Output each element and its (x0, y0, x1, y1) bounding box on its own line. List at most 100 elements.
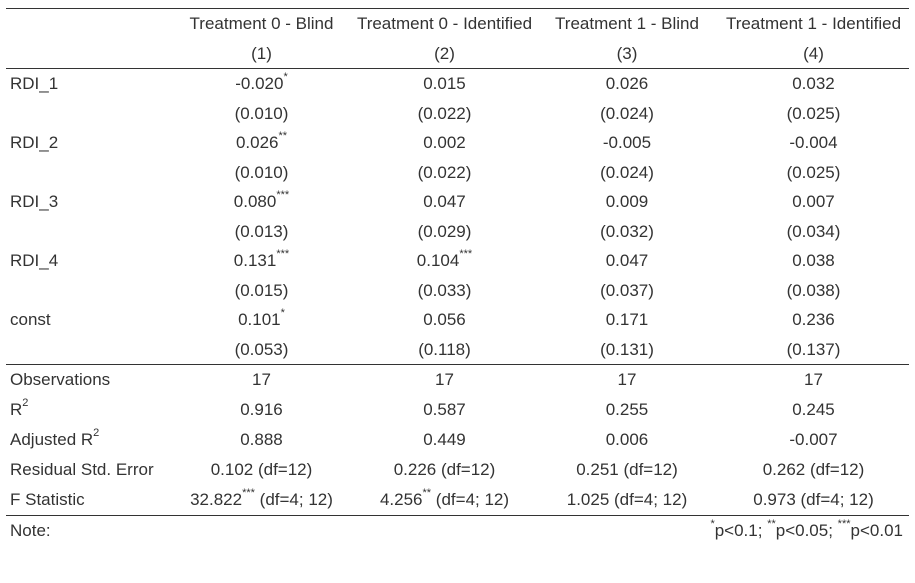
std-error: (0.034) (786, 221, 841, 241)
header-blank (6, 39, 170, 69)
stat-value: -0.007 (789, 429, 838, 449)
stat-value: 0.102 (df=12) (210, 459, 313, 479)
stat-value: 0.888 (240, 429, 283, 449)
stat-label: Residual Std. Error (10, 459, 154, 479)
stat-row-adjusted-r2: Adjusted R2 0.888 0.449 0.006 -0.007 (6, 425, 909, 455)
col-title-4: Treatment 1 - Identified (718, 8, 909, 39)
stat-label: Adjusted R2 (10, 426, 100, 449)
stat-row-observations: Observations 17 17 17 17 (6, 364, 909, 395)
std-error: (0.022) (417, 162, 472, 182)
significance-stars: * (283, 71, 288, 84)
coef-name: RDI_2 (10, 133, 59, 152)
coef-row: RDI_2 0.026** 0.002 -0.005 -0.004 (6, 128, 909, 158)
significance-stars: *** (459, 248, 473, 261)
coef-estimate: 0.026 (536, 68, 718, 99)
significance-stars: * (280, 307, 285, 320)
col-title-1: Treatment 0 - Blind (170, 8, 353, 39)
coef-estimate: 0.171 (605, 310, 649, 329)
std-error: (0.015) (234, 280, 289, 300)
coef-estimate: 0.007 (792, 192, 835, 211)
significance-stars: ** (278, 130, 288, 143)
coef-estimate: 0.002 (423, 133, 466, 152)
note-label: Note: (6, 514, 170, 545)
stat-value: 0.245 (792, 399, 835, 419)
coef-estimate: 0.032 (718, 68, 909, 99)
std-error: (0.024) (600, 103, 654, 123)
std-error: (0.013) (234, 221, 289, 241)
stat-value: 0.255 (605, 399, 649, 419)
significance-note: *p<0.1; **p<0.05; ***p<0.01 (170, 514, 909, 545)
stat-value: 17 (170, 364, 353, 395)
coef-estimate: 0.047 (605, 251, 649, 270)
std-error: (0.025) (786, 103, 841, 123)
coef-estimate: 0.080*** (233, 189, 290, 211)
coef-row: const 0.101* 0.056 0.171 0.236 (6, 305, 909, 335)
stat-label: F Statistic (10, 489, 85, 509)
se-row: (0.013) (0.029) (0.032) (0.034) (6, 217, 909, 247)
coef-estimate: 0.038 (792, 251, 835, 270)
stat-value: 0.916 (240, 399, 283, 419)
std-error: (0.131) (600, 339, 654, 359)
se-row: (0.010) (0.022) (0.024) (0.025) (6, 99, 909, 129)
stat-row-residual-std-error: Residual Std. Error 0.102 (df=12) 0.226 … (6, 455, 909, 485)
stat-value: 0.006 (605, 429, 649, 449)
coef-estimate: 0.047 (423, 192, 466, 211)
significance-stars: ** (422, 486, 432, 499)
note-row: Note: *p<0.1; **p<0.05; ***p<0.01 (6, 514, 909, 545)
stat-row-r2: R2 0.916 0.587 0.255 0.245 (6, 395, 909, 425)
col-number-4: (4) (803, 43, 824, 63)
std-error: (0.022) (417, 103, 472, 123)
coef-name: RDI_4 (10, 251, 59, 270)
col-number-1: (1) (251, 43, 272, 63)
stat-value: 17 (536, 364, 718, 395)
std-error: (0.010) (234, 162, 289, 182)
stat-value: 0.973 (df=4; 12) (753, 489, 874, 509)
stat-value: 4.256** (df=4; 12) (379, 486, 510, 509)
significance-stars: *** (276, 248, 290, 261)
coef-estimate: 0.104*** (416, 248, 473, 270)
stat-label: Observations (6, 364, 170, 395)
significance-stars: *** (242, 486, 255, 499)
col-number-2: (2) (434, 43, 455, 63)
coef-estimate: 0.101* (238, 307, 285, 329)
significance-stars: *** (276, 189, 290, 202)
std-error: (0.025) (786, 162, 841, 182)
stat-value: 0.226 (df=12) (393, 459, 496, 479)
stat-value: 0.251 (df=12) (576, 459, 678, 479)
stat-value: 1.025 (df=4; 12) (566, 489, 688, 509)
stat-value: 0.262 (df=12) (762, 459, 865, 479)
stat-value: 17 (718, 364, 909, 395)
coef-estimate: -0.004 (789, 133, 838, 152)
coef-row: RDI_3 0.080*** 0.047 0.009 0.007 (6, 187, 909, 217)
col-number-3: (3) (616, 43, 638, 63)
stat-value: 17 (353, 364, 536, 395)
stat-value: 0.449 (423, 429, 466, 449)
coef-row: RDI_4 0.131*** 0.104*** 0.047 0.038 (6, 246, 909, 276)
se-row: (0.015) (0.033) (0.037) (0.038) (6, 276, 909, 306)
header-blank (6, 8, 170, 39)
std-error: (0.024) (600, 162, 654, 182)
coef-row: RDI_1 -0.020* 0.015 0.026 0.032 (6, 68, 909, 99)
header-row-numbers: (1) (2) (3) (4) (6, 39, 909, 69)
coef-estimate: 0.026** (235, 130, 288, 152)
stat-row-f-statistic: F Statistic 32.822*** (df=4; 12) 4.256**… (6, 485, 909, 516)
stat-value: 32.822*** (df=4; 12) (190, 486, 333, 509)
coef-name: RDI_3 (10, 192, 59, 211)
coef-estimate: 0.056 (423, 310, 466, 329)
coef-name: RDI_1 (6, 68, 170, 99)
std-error: (0.137) (786, 339, 841, 359)
se-row: (0.010) (0.022) (0.024) (0.025) (6, 158, 909, 188)
se-row: (0.053) (0.118) (0.131) (0.137) (6, 335, 909, 365)
coef-estimate: -0.005 (602, 133, 652, 152)
std-error: (0.032) (600, 221, 654, 241)
std-error: (0.037) (600, 280, 654, 300)
header-row-titles: Treatment 0 - Blind Treatment 0 - Identi… (6, 8, 909, 39)
coef-estimate: 0.015 (353, 68, 536, 99)
col-title-2: Treatment 0 - Identified (353, 8, 536, 39)
std-error: (0.029) (417, 221, 472, 241)
coef-estimate: 0.131*** (233, 248, 290, 270)
std-error: (0.038) (786, 280, 841, 300)
regression-table: Treatment 0 - Blind Treatment 0 - Identi… (6, 8, 909, 545)
stat-label: R2 (10, 396, 29, 419)
